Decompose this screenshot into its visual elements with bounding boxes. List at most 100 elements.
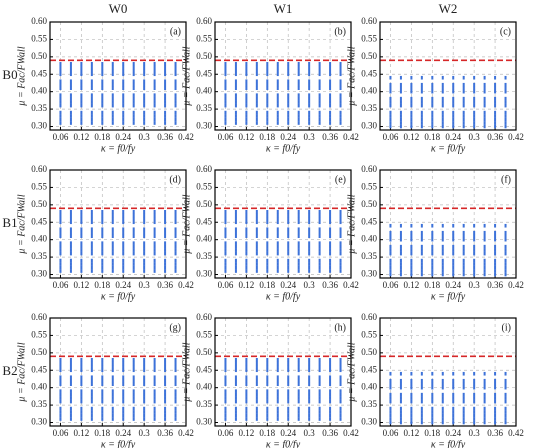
point <box>297 114 300 118</box>
point <box>122 213 125 218</box>
point <box>441 413 444 418</box>
point <box>143 361 146 366</box>
point <box>80 361 83 366</box>
plot-frame <box>49 317 187 427</box>
point <box>132 406 135 411</box>
point <box>122 121 125 125</box>
point <box>143 265 146 270</box>
point <box>132 68 135 73</box>
point <box>266 210 269 214</box>
point <box>245 96 248 101</box>
point <box>431 265 434 270</box>
point <box>318 396 321 400</box>
y-tick-label: 0.30 <box>196 417 212 427</box>
point <box>297 410 300 414</box>
point <box>431 117 434 122</box>
point <box>111 220 114 225</box>
point <box>143 375 146 380</box>
x-tick-label: 0.18 <box>259 132 275 142</box>
point <box>389 244 392 249</box>
point <box>255 396 258 400</box>
point <box>132 216 135 221</box>
point <box>266 82 269 87</box>
point <box>132 117 135 122</box>
point <box>494 265 497 270</box>
point <box>308 262 311 266</box>
point <box>318 358 321 362</box>
point <box>164 117 167 122</box>
point <box>266 227 269 232</box>
point <box>174 244 177 249</box>
point <box>153 72 156 77</box>
point <box>174 227 177 232</box>
point <box>143 114 146 118</box>
y-tick-label: 0.55 <box>31 329 47 339</box>
point <box>59 86 62 90</box>
point <box>318 79 321 84</box>
point <box>80 410 83 414</box>
point <box>389 378 392 383</box>
point <box>255 100 258 104</box>
point <box>483 265 486 270</box>
y-tick-label: 0.45 <box>361 68 377 78</box>
point <box>143 358 146 362</box>
point <box>132 96 135 101</box>
point <box>462 103 465 108</box>
point <box>69 358 72 362</box>
point <box>255 244 258 249</box>
point <box>494 89 497 94</box>
point <box>174 121 177 125</box>
point <box>174 79 177 84</box>
point <box>494 258 497 263</box>
point <box>80 406 83 411</box>
point <box>101 361 104 366</box>
point <box>90 399 93 404</box>
panel-label: (b) <box>334 26 346 37</box>
point <box>329 216 332 221</box>
point <box>174 417 177 421</box>
point <box>90 241 93 245</box>
point <box>90 248 93 252</box>
point <box>101 364 104 369</box>
point <box>276 79 279 84</box>
point <box>164 72 167 77</box>
point <box>441 75 444 80</box>
point <box>224 230 227 235</box>
x-tick-label: 0.18 <box>94 428 110 438</box>
point <box>441 244 444 249</box>
point <box>318 117 321 122</box>
point <box>255 213 258 218</box>
point <box>431 96 434 101</box>
point <box>494 121 497 125</box>
point <box>297 399 300 404</box>
point <box>276 68 279 73</box>
point <box>122 82 125 87</box>
point <box>59 258 62 263</box>
point <box>431 110 434 115</box>
point <box>329 378 332 383</box>
point <box>504 272 507 277</box>
row-header: B1 <box>2 215 17 230</box>
point <box>308 220 311 225</box>
x-tick-label: 0.12 <box>74 428 90 438</box>
point <box>255 114 258 118</box>
point <box>111 86 114 90</box>
point <box>308 389 311 393</box>
point <box>494 230 497 235</box>
point <box>174 117 177 122</box>
point <box>80 262 83 266</box>
point <box>431 82 434 87</box>
point <box>389 89 392 94</box>
y-tick-label: 0.55 <box>31 181 47 191</box>
point <box>174 93 177 97</box>
x-tick-label: 0.24 <box>115 132 131 142</box>
point <box>399 96 402 101</box>
point <box>224 406 227 411</box>
point <box>297 220 300 225</box>
point <box>431 382 434 386</box>
point <box>410 406 413 411</box>
point <box>308 210 311 214</box>
point <box>287 227 290 232</box>
point <box>473 392 476 397</box>
point <box>452 269 455 273</box>
